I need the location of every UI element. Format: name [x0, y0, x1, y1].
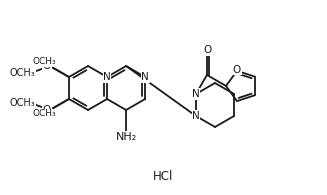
Text: OCH₃: OCH₃ [33, 110, 57, 119]
Text: OCH₃: OCH₃ [10, 98, 36, 108]
Text: OCH₃: OCH₃ [10, 68, 36, 78]
Text: O: O [233, 65, 241, 75]
Text: O: O [204, 45, 212, 55]
Text: HCl: HCl [153, 170, 173, 183]
Text: NH₂: NH₂ [115, 132, 137, 142]
Text: N: N [192, 89, 200, 99]
Text: N: N [103, 72, 111, 82]
Text: O: O [43, 61, 51, 71]
Text: OCH₃: OCH₃ [33, 58, 57, 66]
Text: O: O [43, 105, 51, 115]
Text: N: N [141, 72, 149, 82]
Text: N: N [192, 111, 200, 121]
